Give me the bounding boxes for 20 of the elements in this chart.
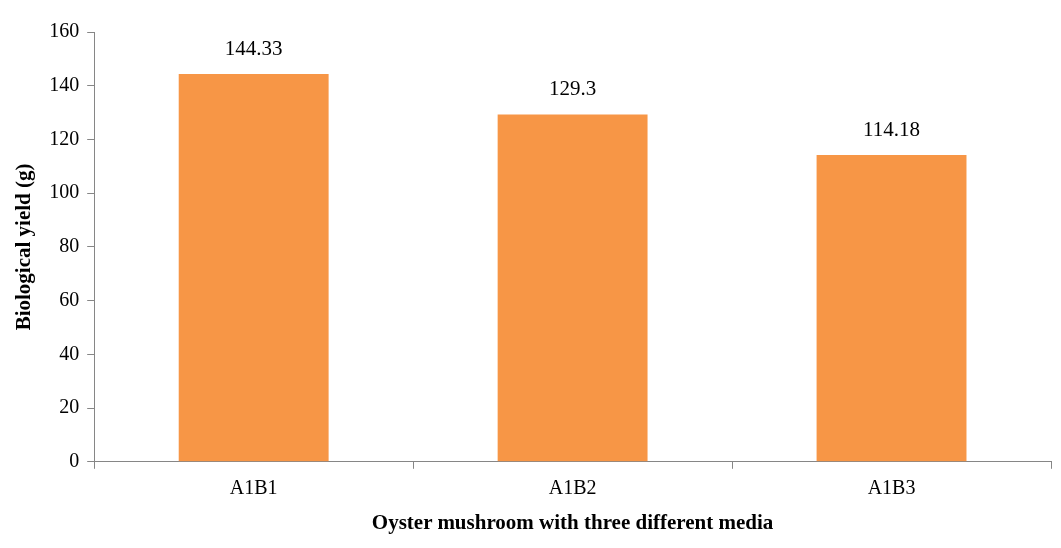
x-tick-label: A1B2 — [548, 476, 597, 499]
y-tick-label: 80 — [59, 234, 80, 257]
bar — [497, 114, 648, 462]
y-tick-label: 160 — [49, 19, 80, 42]
y-tick-label: 0 — [69, 449, 80, 472]
data-label: 144.33 — [224, 36, 283, 61]
y-tick-label: 40 — [59, 341, 80, 364]
x-tick-label: A1B3 — [867, 476, 916, 499]
data-label: 129.3 — [548, 76, 597, 101]
data-label: 114.18 — [863, 117, 921, 142]
y-tick-label: 60 — [59, 287, 80, 310]
y-tick-label: 100 — [49, 180, 80, 203]
bar — [178, 74, 329, 462]
x-axis-title: Oyster mushroom with three different media — [371, 509, 774, 534]
y-axis-title: Biological yield (g) — [11, 163, 36, 331]
y-tick-label: 120 — [49, 126, 80, 149]
bar — [816, 155, 967, 462]
y-tick-label: 140 — [49, 72, 80, 95]
y-tick-label: 20 — [59, 395, 80, 418]
x-tick-label: A1B1 — [229, 476, 278, 499]
